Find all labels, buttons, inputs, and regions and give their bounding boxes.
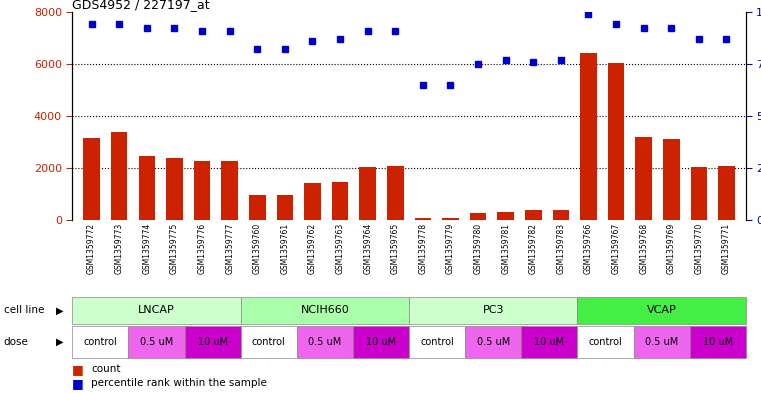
Bar xyxy=(84,138,100,220)
Bar xyxy=(633,326,689,358)
Bar xyxy=(409,326,465,358)
Bar xyxy=(663,140,680,220)
Text: control: control xyxy=(588,337,622,347)
Text: PC3: PC3 xyxy=(482,305,504,316)
Bar xyxy=(240,297,409,324)
Bar xyxy=(276,195,293,220)
Bar xyxy=(442,218,459,220)
Bar xyxy=(353,326,409,358)
Bar xyxy=(387,166,403,220)
Text: control: control xyxy=(252,337,285,347)
Text: NCIH660: NCIH660 xyxy=(301,305,349,316)
Bar xyxy=(240,326,297,358)
Bar xyxy=(166,158,183,220)
Bar xyxy=(578,297,746,324)
Bar xyxy=(194,161,210,220)
Text: 0.5 uM: 0.5 uM xyxy=(140,337,173,347)
Bar xyxy=(72,326,129,358)
Bar xyxy=(359,167,376,220)
Text: 0.5 uM: 0.5 uM xyxy=(476,337,510,347)
Bar xyxy=(608,62,624,220)
Bar xyxy=(72,297,240,324)
Bar xyxy=(129,326,184,358)
Text: 0.5 uM: 0.5 uM xyxy=(308,337,342,347)
Text: dose: dose xyxy=(4,337,29,347)
Text: VCAP: VCAP xyxy=(647,305,677,316)
Bar xyxy=(690,167,707,220)
Bar xyxy=(635,137,652,220)
Text: control: control xyxy=(420,337,454,347)
Text: percentile rank within the sample: percentile rank within the sample xyxy=(91,378,267,388)
Bar xyxy=(221,162,238,220)
Bar xyxy=(332,182,349,220)
Text: count: count xyxy=(91,364,121,375)
Bar xyxy=(718,166,734,220)
Text: ▶: ▶ xyxy=(56,337,63,347)
Bar xyxy=(578,326,633,358)
Bar xyxy=(521,326,578,358)
Bar xyxy=(415,218,431,220)
Bar xyxy=(409,297,578,324)
Text: 10 uM: 10 uM xyxy=(198,337,228,347)
Bar xyxy=(111,132,128,220)
Bar xyxy=(297,326,353,358)
Bar xyxy=(139,156,155,220)
Bar xyxy=(249,195,266,220)
Text: 0.5 uM: 0.5 uM xyxy=(645,337,678,347)
Bar xyxy=(465,326,521,358)
Bar xyxy=(689,326,746,358)
Text: cell line: cell line xyxy=(4,305,44,316)
Bar xyxy=(498,212,514,220)
Text: ■: ■ xyxy=(72,363,84,376)
Text: LNCAP: LNCAP xyxy=(138,305,175,316)
Text: control: control xyxy=(84,337,117,347)
Text: ■: ■ xyxy=(72,376,84,390)
Bar xyxy=(552,210,569,220)
Bar xyxy=(470,213,486,220)
Text: 10 uM: 10 uM xyxy=(534,337,565,347)
Bar xyxy=(580,53,597,220)
Bar xyxy=(304,183,320,220)
Text: ▶: ▶ xyxy=(56,305,63,316)
Bar xyxy=(525,210,542,220)
Text: GDS4952 / 227197_at: GDS4952 / 227197_at xyxy=(72,0,210,11)
Text: 10 uM: 10 uM xyxy=(702,337,733,347)
Text: 10 uM: 10 uM xyxy=(366,337,396,347)
Bar xyxy=(185,326,240,358)
